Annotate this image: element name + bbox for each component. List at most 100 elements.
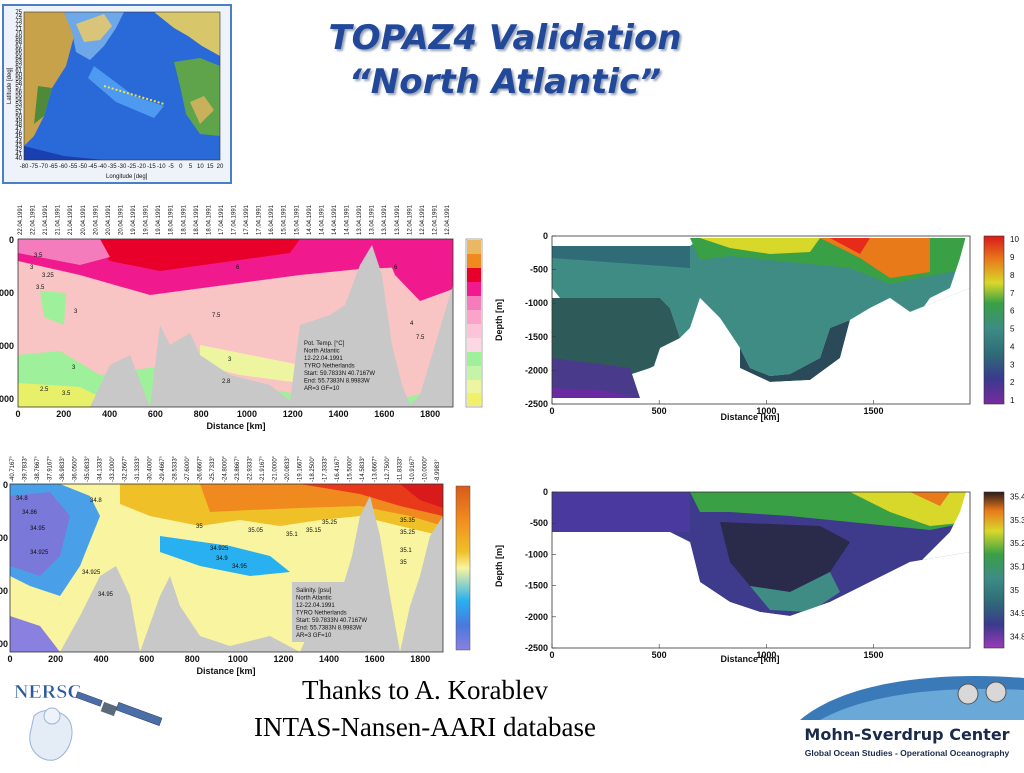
map-y-tick: 65 xyxy=(15,52,22,58)
station-coordinate-label: -38.7667° xyxy=(35,456,41,482)
station-date-label: 13.04.1991 xyxy=(382,205,388,235)
x-tick-label: 0 xyxy=(549,406,554,416)
info-line: TYRO Netherlands xyxy=(296,611,347,617)
x-tick-label: 200 xyxy=(48,654,63,664)
contour-label: 3 xyxy=(30,265,34,271)
map-y-tick: 49 xyxy=(15,118,22,124)
y-tick-label: 0 xyxy=(543,487,548,497)
info-line: Start: 59.7833N 40.7167W xyxy=(304,371,375,377)
station-coordinate-label: -32.2667° xyxy=(123,456,129,482)
station-coordinate-label: -26.6667° xyxy=(198,456,204,482)
map-x-tick: -5 xyxy=(168,164,174,170)
map-x-tick: -25 xyxy=(127,164,136,170)
colorbar-tick-label: 35.3 xyxy=(1010,516,1024,525)
map-x-tick: -75 xyxy=(29,164,38,170)
y-tick-label: -1500 xyxy=(525,581,548,591)
map-x-tick: -50 xyxy=(78,164,87,170)
station-date-label: 18.04.1991 xyxy=(194,205,200,235)
contour-label: 4 xyxy=(410,321,414,327)
station-date-label: 19.04.1991 xyxy=(131,205,137,235)
map-x-tick: 5 xyxy=(189,164,193,170)
map-y-tick: 50 xyxy=(15,114,22,120)
map-y-tick: 61 xyxy=(15,68,22,74)
station-coordinate-label: -8.9983° xyxy=(435,459,441,482)
contour-label: 3 xyxy=(74,309,78,315)
contour-label: 3 xyxy=(228,357,232,363)
map-y-tick: 45 xyxy=(15,135,22,141)
y-tick-label: -2000 xyxy=(525,365,548,375)
map-x-tick: -45 xyxy=(88,164,97,170)
station-date-label: 19.04.1991 xyxy=(144,205,150,235)
contour-label: 35.1 xyxy=(286,532,298,538)
map-y-tick: 42 xyxy=(15,148,22,154)
contour-label: 34.95 xyxy=(98,592,114,598)
x-tick-labels: 0 500 1000 1500 xyxy=(549,644,884,660)
map-x-tick: -55 xyxy=(69,164,78,170)
y-tick-label: -2000 xyxy=(525,612,548,622)
station-coordinate-label: -17.3333° xyxy=(323,456,329,482)
msc-subtitle: Global Ocean Studies - Operational Ocean… xyxy=(805,748,1010,758)
map-y-tick: 44 xyxy=(15,139,22,145)
x-tick-label: 1000 xyxy=(237,409,257,419)
info-line: AR=3 GF=10 xyxy=(296,633,332,639)
map-x-tick: -70 xyxy=(39,164,48,170)
station-date-label: 22.04.1991 xyxy=(31,205,37,235)
contour-label: 3.5 xyxy=(36,285,45,291)
station-date-label: 18.04.1991 xyxy=(169,205,175,235)
contour-label: 2.5 xyxy=(40,387,49,393)
station-date-label: 20.04.1991 xyxy=(118,205,124,235)
colorbar-tick-label: 10 xyxy=(1010,235,1019,244)
station-coordinate-label: -25.7333° xyxy=(210,456,216,482)
x-tick-label: 1500 xyxy=(864,406,884,416)
map-y-tick: 63 xyxy=(15,60,22,66)
map-x-tick: -15 xyxy=(147,164,156,170)
y-tick-label: 3000 xyxy=(0,394,14,404)
contour-label: 35.25 xyxy=(322,520,338,526)
station-coordinate-label: -35.0833° xyxy=(85,456,91,482)
colorbar-tick-label: 1 xyxy=(1010,396,1015,405)
station-coordinate-label: -11.8333° xyxy=(398,456,404,482)
colorbar-tick-label: 35 xyxy=(1010,586,1019,595)
page-subtitle: “North Atlantic” xyxy=(348,62,662,102)
contour-label: 34.925 xyxy=(30,550,49,556)
x-tick-label: 1000 xyxy=(228,654,248,664)
colorbar-tick-label: 35.4 xyxy=(1010,493,1024,502)
map-y-tick: 56 xyxy=(15,89,22,95)
station-date-label: 21.04.1991 xyxy=(56,205,62,235)
station-coordinate-label: -34.1333° xyxy=(98,456,104,482)
x-axis-label: Distance [km] xyxy=(206,421,265,431)
station-coordinate-label: -36.9833° xyxy=(60,456,66,482)
colorbar: 1 2 3 4 5 6 7 8 9 10 xyxy=(983,235,1019,405)
y-tick-label: 3000 xyxy=(0,639,8,649)
map-y-tick: 47 xyxy=(15,127,22,133)
info-line: Start: 59.7833N 40.7167W xyxy=(296,618,367,624)
x-tick-label: 0 xyxy=(15,409,20,419)
y-tick-label: -500 xyxy=(530,518,548,528)
map-x-tick: 10 xyxy=(197,164,204,170)
map-y-tick: 53 xyxy=(15,102,22,108)
y-tick-label: 0 xyxy=(9,235,14,245)
map-y-tick: 69 xyxy=(15,35,22,41)
station-coordinate-label: -24.8000° xyxy=(223,456,229,482)
station-date-label: 14.04.1991 xyxy=(332,205,338,235)
map-y-tick: 52 xyxy=(15,106,22,112)
colorbar-tick-label: 34.9 xyxy=(1010,609,1024,618)
x-tick-label: 0 xyxy=(7,654,12,664)
y-tick-labels: 0 -500 -1000 -1500 -2000 -2500 xyxy=(525,487,556,653)
x-tick-label: 1600 xyxy=(365,654,385,664)
station-coordinate-label: -31.3333° xyxy=(135,456,141,482)
station-coordinate-label: -19.1667° xyxy=(298,456,304,482)
seafloor-topography xyxy=(552,492,970,648)
map-y-tick: 51 xyxy=(15,110,22,116)
map-x-tick: -60 xyxy=(59,164,68,170)
station-date-label: 12.04.1991 xyxy=(445,205,451,235)
credit-line-2: INTAS-Nansen-AARI database xyxy=(254,712,596,742)
x-tick-label: 500 xyxy=(652,650,667,660)
map-xlabel: Longitude [deg] xyxy=(106,174,148,180)
contour-label: 35.1 xyxy=(400,548,412,554)
station-coordinate-label: -10.9167° xyxy=(410,456,416,482)
station-date-labels: 22.04.1991 22.04.1991 21.04.1991 21.04.1991… xyxy=(18,205,451,235)
map-y-tick: 41 xyxy=(15,152,22,158)
station-date-label: 20.04.1991 xyxy=(93,205,99,235)
